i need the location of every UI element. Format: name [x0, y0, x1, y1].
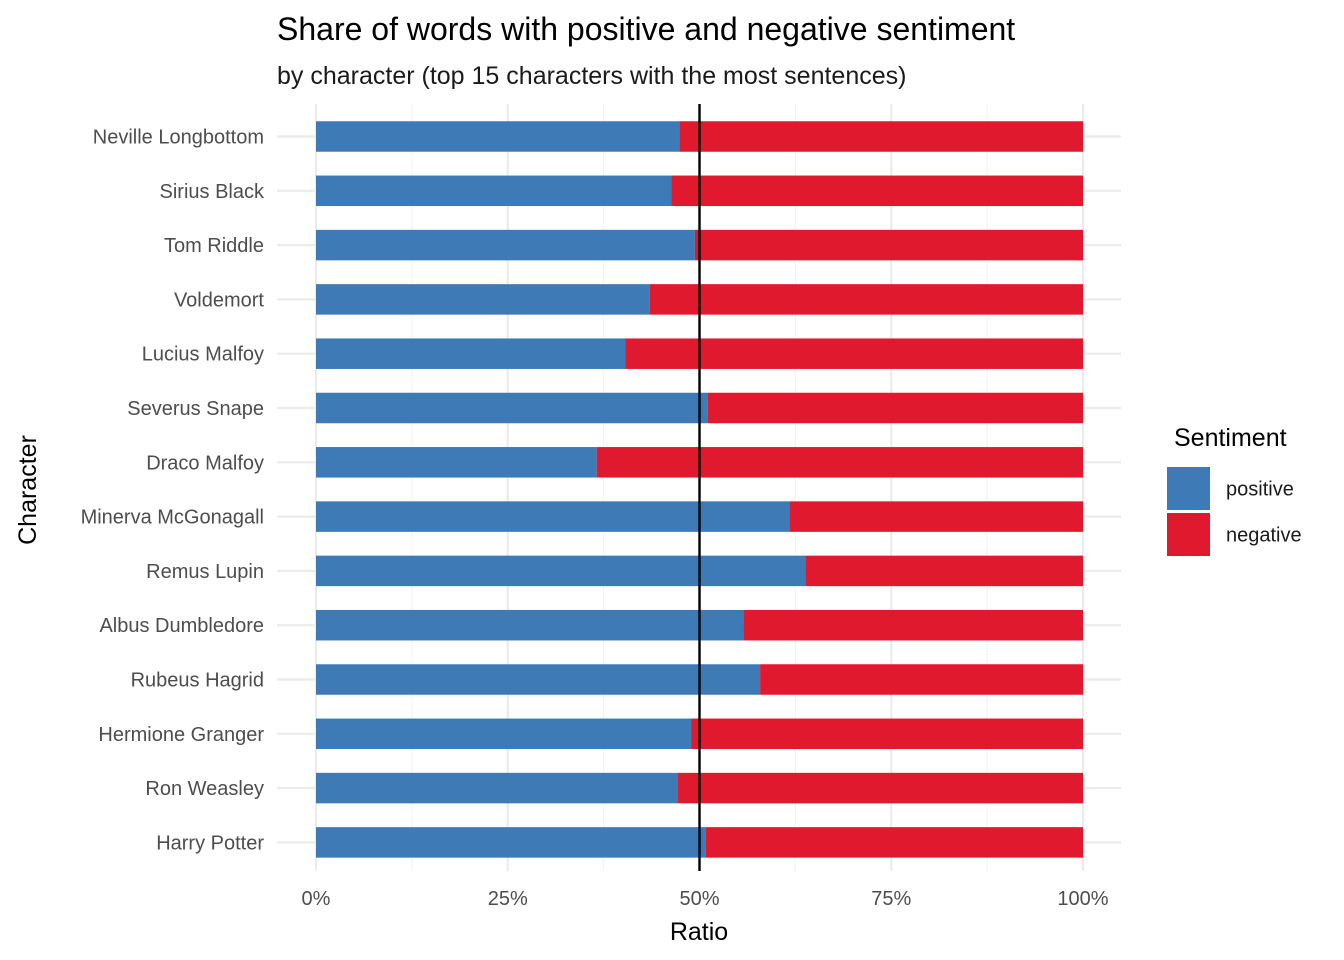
bar-negative [805, 555, 1083, 587]
x-tick-label: 25% [488, 888, 528, 910]
y-tick-label: Draco Malfoy [146, 452, 264, 474]
bar-positive [316, 718, 692, 750]
bar-negative [743, 609, 1083, 641]
bar-positive [316, 664, 761, 695]
y-axis-tick-labels: Neville Longbottom Sirius Black Tom Riddle… [81, 127, 265, 855]
legend: Sentiment positive negative [1167, 424, 1302, 556]
bar-negative [649, 284, 1083, 315]
legend-items: positive negative [1167, 467, 1302, 556]
legend-label-positive: positive [1226, 479, 1294, 501]
x-axis-tick-labels: 0% 25% 50% 75% 100% [302, 888, 1109, 910]
y-axis-title: Character [14, 435, 42, 545]
y-tick-label: Voldemort [174, 289, 264, 311]
y-tick-label: Lucius Malfoy [142, 344, 264, 366]
y-tick-label: Harry Potter [156, 832, 264, 854]
y-tick-label: Hermione Granger [98, 724, 264, 746]
legend-title: Sentiment [1174, 424, 1287, 452]
bars [316, 121, 1083, 858]
x-tick-label: 75% [871, 888, 911, 910]
legend-label-negative: negative [1226, 525, 1302, 547]
bar-positive [316, 447, 597, 478]
x-tick-label: 0% [302, 888, 331, 910]
chart-title: Share of words with positive and negativ… [277, 11, 1015, 47]
bar-positive [316, 392, 708, 424]
bar-positive [316, 555, 806, 587]
y-tick-label: Sirius Black [160, 181, 265, 203]
y-tick-label: Remus Lupin [146, 561, 264, 583]
bar-negative [678, 772, 1083, 804]
legend-key-positive [1167, 467, 1210, 510]
bar-negative [790, 501, 1083, 532]
bar-positive [316, 338, 626, 369]
y-tick-label: Rubeus Hagrid [131, 670, 264, 692]
bar-positive [316, 175, 672, 207]
bar-positive [316, 772, 679, 804]
bar-negative [694, 229, 1083, 261]
bar-positive [316, 827, 706, 858]
bar-negative [596, 447, 1083, 478]
y-tick-label: Tom Riddle [164, 235, 264, 257]
bar-positive [316, 501, 791, 532]
x-tick-label: 100% [1057, 888, 1108, 910]
bar-negative [691, 718, 1083, 750]
y-tick-label: Severus Snape [127, 398, 264, 420]
y-tick-label: Neville Longbottom [93, 127, 264, 149]
bar-negative [679, 121, 1083, 152]
bar-negative [760, 664, 1083, 695]
x-axis-title: Ratio [670, 918, 728, 946]
bar-positive [316, 609, 744, 641]
bar-negative [625, 338, 1083, 369]
bar-negative [671, 175, 1083, 207]
bar-positive [316, 229, 695, 261]
bar-positive [316, 284, 650, 315]
legend-key-negative [1167, 513, 1210, 556]
y-tick-label: Ron Weasley [145, 778, 264, 800]
bar-negative [705, 827, 1083, 858]
y-tick-label: Albus Dumbledore [99, 615, 264, 637]
bar-negative [707, 392, 1083, 424]
bar-positive [316, 121, 680, 152]
y-tick-label: Minerva McGonagall [81, 507, 264, 529]
x-tick-label: 50% [679, 888, 719, 910]
chart-subtitle: by character (top 15 characters with the… [277, 62, 906, 90]
